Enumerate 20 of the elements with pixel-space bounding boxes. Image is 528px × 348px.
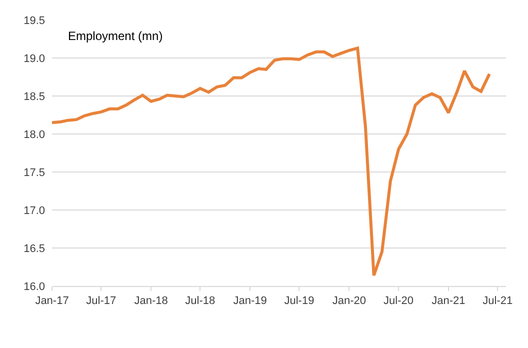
x-tick-label: Jan-20 [332, 295, 366, 308]
x-tick-label: Jan-18 [134, 295, 168, 308]
x-tick-label: Jan-17 [35, 295, 69, 308]
y-tick-label: 16.0 [24, 280, 45, 293]
y-tick-label: 18.5 [24, 90, 45, 103]
x-tick-label: Jan-21 [432, 295, 466, 308]
x-tick-label: Jul-19 [284, 295, 314, 308]
x-tick-label: Jul-21 [482, 295, 513, 308]
line-series [52, 46, 491, 277]
x-tick-label: Jul-17 [86, 295, 116, 308]
x-tick-label: Jul-20 [384, 295, 414, 308]
text: Employment (mn) [68, 29, 163, 43]
y-tick-label: 17.5 [24, 166, 45, 179]
y-tick-label: 19.0 [24, 52, 45, 65]
y-tick-label: 19.5 [24, 14, 45, 27]
x-tick-label: Jan-19 [233, 295, 267, 308]
y-tick-label: 16.5 [24, 242, 45, 255]
y-tick-label: 17.0 [24, 204, 45, 217]
y-tick-label: 18.0 [24, 128, 45, 141]
x-tick-label: Jul-18 [185, 295, 216, 308]
